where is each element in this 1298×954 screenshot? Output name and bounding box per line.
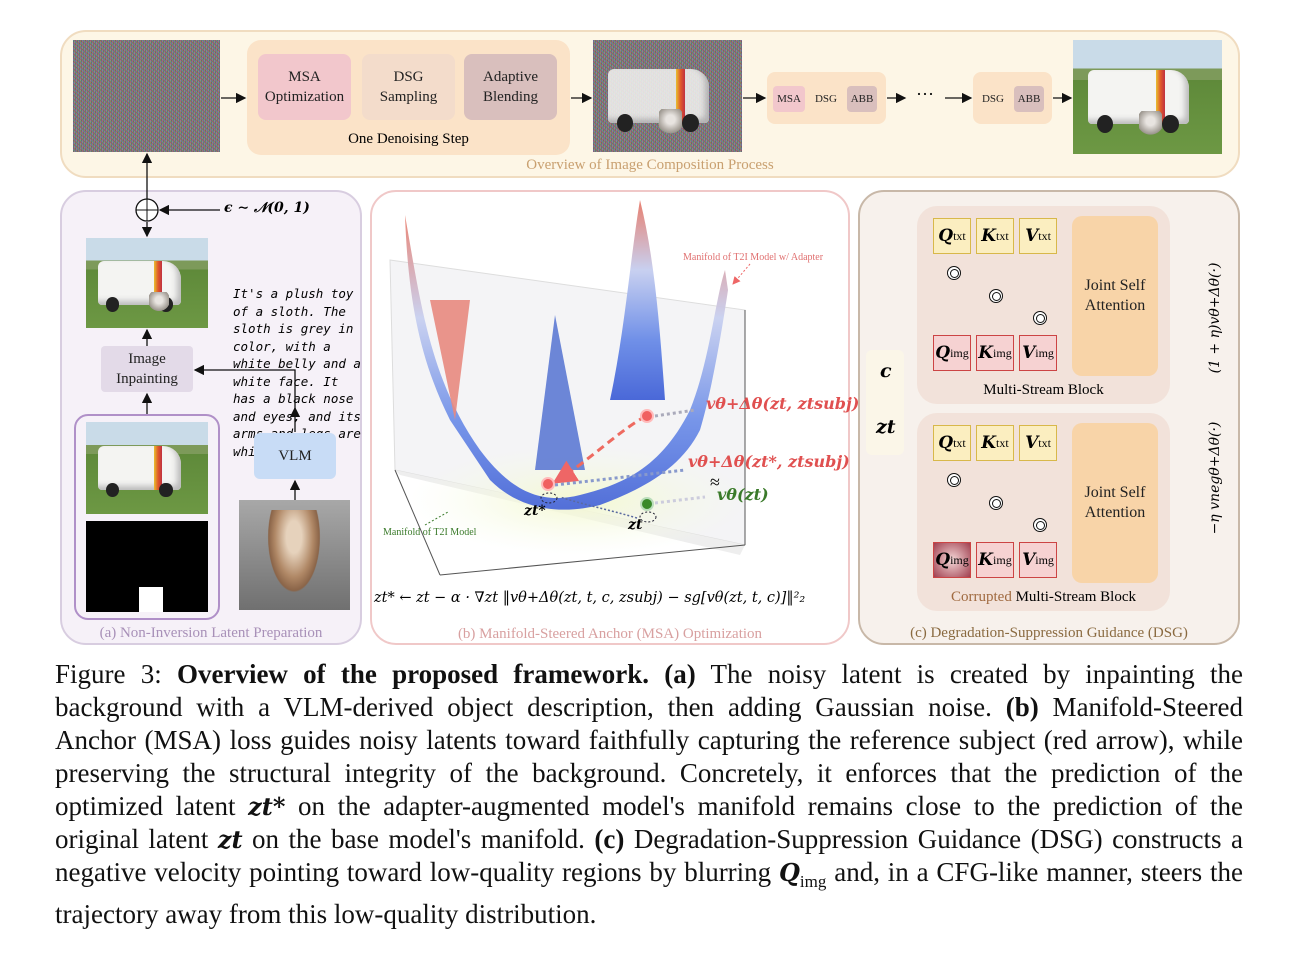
mini-dsg-n: DSG [981,93,1004,105]
caption-a-text: The noisy latent is created by inpaintin… [55,659,1244,722]
dot-k [989,289,1003,303]
caption-b-marker: (b) [1005,692,1039,722]
mini-dsg: DSG [814,93,837,105]
block2-label: Corrupted Multi-Stream Block [917,589,1170,606]
caption-a-marker: (a) [664,659,696,689]
noisy-latent-image [73,40,220,152]
sloth-reference-image [239,500,350,610]
z-t-label: zt [628,517,643,533]
msa-equation: zt* ← zt − α · ∇zt ‖vθ+Δθ(zt, t, c, zsub… [374,590,806,606]
joint-self-attention-2: Joint Self Attention [1072,423,1158,583]
v-adapter-zt-text: vθ+Δθ(zt, ztsubj) [706,394,860,413]
z-star-label: zt* [524,503,546,519]
figure-title: Overview of the proposed framework. [176,659,650,689]
figure-label: Figure 3: [55,659,177,689]
zt-label: zt [876,416,896,438]
adaptive-blending-box: Adaptive Blending [464,54,557,120]
inpainted-image [86,238,208,328]
dsg-sampling-box: DSG Sampling [362,54,455,120]
mini-msa: MSA [773,86,805,112]
background-image [86,422,208,514]
v-adapter-zstar-label: vθ+Δθ(zt*, ztsubj) [688,452,850,471]
mini-abb: ABB [847,86,877,112]
msa-optimization-box: MSA Optimization [258,54,351,120]
negative-term: −η vnegθ+Δθ(·) [1207,421,1223,535]
manifold-surface-plot [389,200,751,576]
panel-a-caption: (a) Non-Inversion Latent Preparation [99,625,323,641]
condition-column [866,350,904,455]
panel-b-caption: (b) Manifold-Steered Anchor (MSA) Optimi… [457,626,763,642]
corrupted-word: Corrupted [951,589,1012,605]
panel-c-caption: (c) Degradation-Suppression Guidance (DS… [910,625,1188,641]
mask-image [86,521,208,612]
dot-k-2 [989,496,1003,510]
denoising-step-label: One Denoising Step [348,131,469,147]
approx-symbol: ≈ [710,472,720,492]
partially-denoised-image [593,40,742,152]
manifold-base-label: Manifold of T2I Model [383,527,477,538]
ellipsis: ··· [916,84,934,104]
joint-self-attention: Joint Self Attention [1072,216,1158,376]
manifold-adapter-label: Manifold of T2I Model w/ Adapter [683,252,824,263]
block1-label: Multi-Stream Block [983,382,1104,398]
dot-v [1033,311,1047,325]
caption-zstar: zt* [248,792,286,821]
caption-c-marker: (c) [594,824,625,854]
dot-q-2 [947,473,961,487]
caption-b-text: Manifold-Steered Anchor (MSA) loss guide… [55,692,1243,821]
dot-v-2 [1033,518,1047,532]
positive-term: (1 + η)vθ+Δθ(·) [1207,262,1223,374]
caption-c-text: Degradation-Suppression Guidance (DSG) c… [55,824,1243,887]
v-adapter-zt-label: vθ+Δθ(zt, ztsubj) [706,394,859,413]
caption-c-text2: and, in a CFG-like manner, steers the tr… [55,857,1244,929]
caption-qimg: Qimg [779,858,827,891]
block2-text: Multi-Stream Block [1011,589,1136,605]
dot-q [947,266,961,280]
caption-b-text3: on the base model's manifold. [242,824,595,854]
final-composed-image [1073,40,1222,154]
caption-b-text2: on the adapter-augmented model's manifol… [55,791,1243,854]
caption-zt: zt [217,825,243,854]
overview-caption: Overview of Image Composition Process [526,157,774,173]
c-label: c [880,360,892,382]
noise-formula: ϵ ∼ 𝒩(0, 1) [224,200,310,216]
v-base-label: vθ(zt) [717,485,769,504]
input-group [74,414,220,620]
figure-caption: Figure 3: Overview of the proposed frame… [55,658,1243,931]
mini-abb-n: ABB [1014,86,1044,112]
vlm-box: VLM [254,433,336,479]
v-adapter-zstar-text: vθ+Δθ(zt*, ztsubj) [688,452,850,471]
image-inpainting-box: Image Inpainting [101,346,193,392]
